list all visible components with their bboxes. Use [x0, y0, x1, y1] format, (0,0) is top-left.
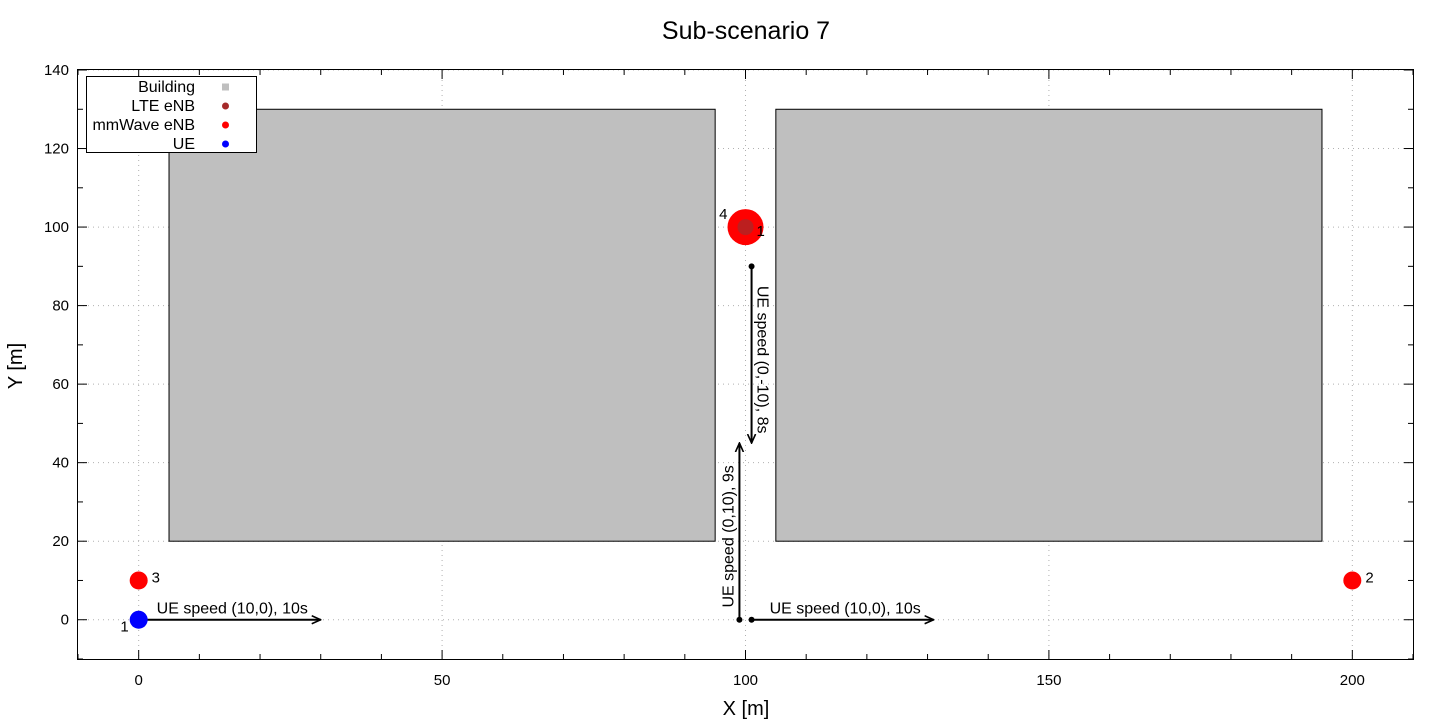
y-tick-label: 40	[52, 455, 69, 472]
y-tick-label: 120	[44, 141, 69, 158]
buildings	[168, 108, 1323, 542]
legend-label: UE	[173, 136, 195, 153]
y-tick-label: 20	[52, 533, 69, 550]
legend-label: Building	[138, 79, 195, 96]
x-tick-label: 50	[434, 672, 451, 689]
mmwave-enb-label: 3	[152, 569, 160, 586]
mmwave-enb-marker	[129, 571, 148, 590]
chart-title: Sub-scenario 7	[662, 17, 830, 45]
y-tick-label: 80	[52, 298, 69, 315]
y-tick-label: 0	[61, 612, 69, 629]
ue-marker	[129, 610, 148, 629]
trajectory-label: UE speed (0,10), 9s	[720, 465, 737, 607]
trajectory-start-point	[736, 616, 743, 623]
legend-marker	[222, 121, 229, 129]
y-tick-label: 140	[44, 62, 69, 79]
mmwave-enb-marker	[1343, 571, 1362, 590]
trajectory-label: UE speed (0,-10), 8s	[754, 286, 771, 434]
network-nodes: 4 3 2 1 1	[120, 206, 1373, 636]
legend-label: mmWave eNB	[92, 117, 195, 134]
y-tick-label: 100	[44, 219, 69, 236]
legend: Building LTE eNB mmWave eNB UE	[86, 76, 257, 153]
y-axis-label: Y [m]	[5, 343, 27, 389]
x-axis-label: X [m]	[723, 698, 770, 720]
axis-ticks: 0 50 100 150 200 0 20 40 60 80 100 120 140	[44, 62, 1414, 689]
trajectory-label: UE speed (10,0), 10s	[770, 601, 921, 618]
building	[775, 108, 1323, 542]
lte-enb-marker	[737, 219, 754, 236]
y-tick-label: 60	[52, 376, 69, 393]
trajectory-label: UE speed (10,0), 10s	[157, 601, 308, 618]
x-tick-label: 100	[733, 672, 758, 689]
ue-trajectories: UE speed (10,0), 10s UE speed (10,0), 10s…	[138, 263, 934, 623]
x-tick-label: 150	[1036, 672, 1061, 689]
trajectory-start-point	[748, 263, 755, 270]
grid-lines	[78, 69, 1413, 659]
building	[168, 108, 716, 542]
mmwave-enb-label: 2	[1365, 569, 1373, 586]
legend-marker	[222, 83, 229, 91]
legend-label: LTE eNB	[131, 98, 195, 115]
x-tick-label: 0	[135, 672, 143, 689]
x-tick-label: 200	[1340, 672, 1365, 689]
plot-frame	[77, 69, 1414, 660]
legend-marker	[222, 102, 229, 110]
ue-label: 1	[120, 619, 128, 636]
trajectory-start-point	[748, 616, 755, 623]
lte-enb-label: 1	[757, 223, 765, 240]
legend-marker	[222, 140, 229, 148]
mmwave-enb-label: 4	[719, 206, 727, 223]
